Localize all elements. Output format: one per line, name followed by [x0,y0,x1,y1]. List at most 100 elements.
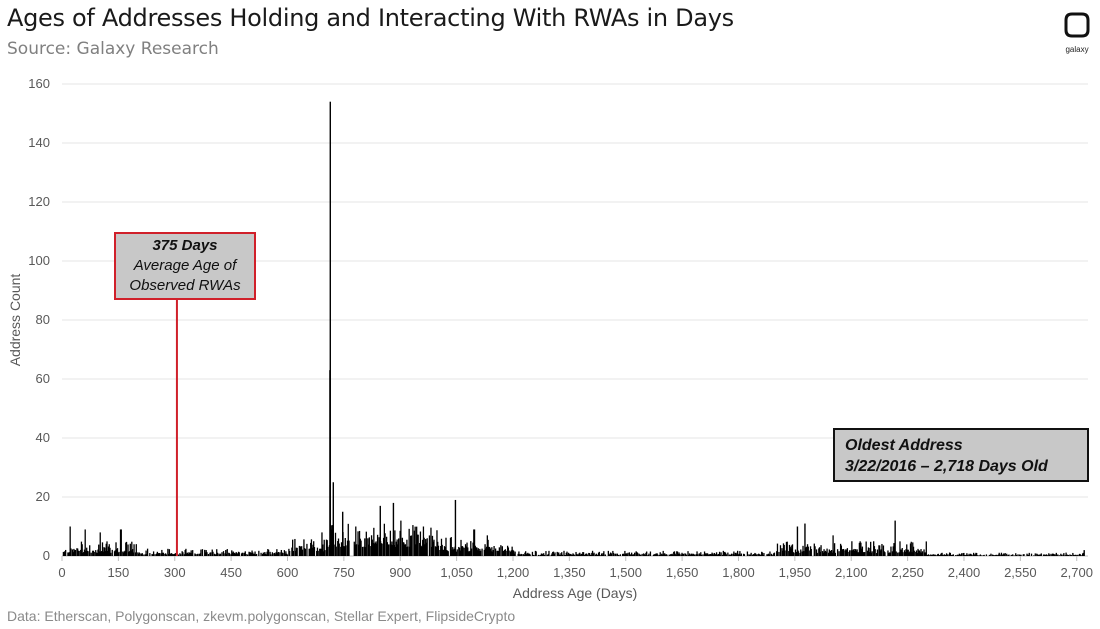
bar [363,546,365,556]
bar [903,550,906,556]
bar [156,551,159,556]
bar [739,554,742,556]
bar [561,554,564,556]
bar [258,550,260,556]
bar [337,538,340,556]
bar [135,544,137,556]
bar [161,549,163,556]
bar [296,547,298,556]
bar [406,539,408,556]
average-age-label-1: Average Age of [133,257,237,274]
bar [898,552,900,556]
bar [820,545,822,556]
bar [485,548,487,556]
bar [830,550,833,556]
bar [729,554,731,556]
bar [882,545,885,556]
bar [625,553,628,556]
bar [68,552,71,556]
bar [84,529,86,556]
bar [692,553,694,556]
bar [298,545,301,556]
bar [436,530,438,556]
bar [833,550,835,556]
bar [912,542,914,556]
bar [181,551,183,556]
bar [269,551,271,556]
bar [637,552,639,556]
bar [494,548,497,556]
bar [552,551,555,556]
bar [560,553,562,556]
bar [376,534,379,556]
bar [524,552,526,556]
bar [122,552,125,556]
bar [353,541,355,556]
bar [698,553,700,556]
logo-text: galaxy [1065,45,1089,54]
bar [894,520,896,556]
bar [183,554,186,556]
bar [737,554,740,556]
bar [77,548,79,556]
y-tick-label: 140 [28,135,50,150]
bar [643,554,646,556]
bar [232,551,234,556]
bar [419,543,421,556]
bar [422,539,424,556]
bar [862,552,864,556]
bar [82,552,84,556]
bar [110,552,112,556]
bar [883,551,885,556]
bar [446,550,448,556]
bar [228,553,231,556]
bar [1054,555,1057,556]
bar [171,554,174,556]
bar [479,548,481,556]
bar [700,554,703,556]
bar [579,555,582,556]
bar [455,551,458,556]
bar [1000,552,1003,556]
bar [688,553,691,556]
bar [255,554,257,556]
bar [338,543,340,556]
x-tick-label: 1,800 [722,565,755,580]
bar [493,546,495,556]
bar [368,537,370,556]
bar [982,555,985,556]
bar [397,538,400,556]
x-tick-label: 900 [389,565,411,580]
bar [943,554,945,556]
bar [899,541,901,556]
bar [628,552,631,556]
bar [806,544,809,556]
bar [790,548,792,556]
bar [945,553,948,556]
bar [700,552,702,556]
bar [715,554,717,556]
bar [801,551,803,556]
bar [488,547,491,556]
bar [609,554,611,556]
bar [186,552,189,556]
bar [933,554,935,556]
bar [854,549,857,556]
bar [522,554,525,556]
bar [120,529,122,556]
bar [267,549,269,556]
bar [845,550,848,556]
bar [548,550,550,556]
bar [834,552,836,556]
bar [789,546,791,556]
bar [410,535,412,556]
bar [437,545,440,556]
bar [535,551,537,556]
bar [599,554,601,556]
bar [918,550,920,556]
bar [108,544,110,556]
bar [540,554,542,556]
bar [226,549,228,556]
x-tick-label: 1,950 [779,565,812,580]
bar [558,554,561,556]
